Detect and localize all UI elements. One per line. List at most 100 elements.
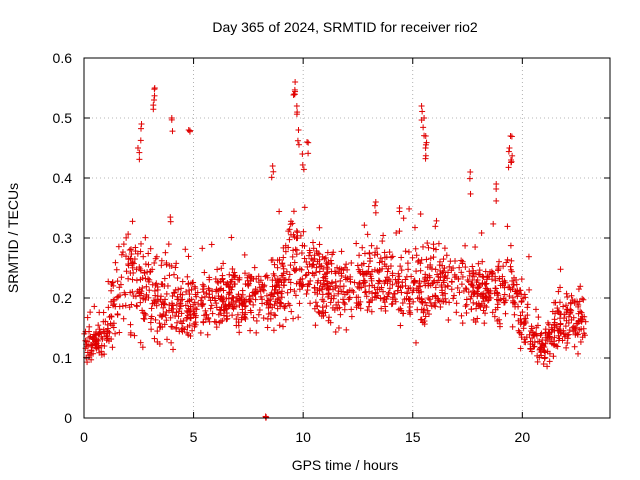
data-point (239, 287, 246, 294)
data-point (200, 289, 207, 296)
data-point (193, 293, 200, 300)
data-point (220, 298, 227, 305)
data-point (264, 315, 271, 322)
data-point (267, 301, 274, 308)
data-point (421, 278, 428, 285)
data-point (152, 292, 159, 299)
data-point (409, 289, 416, 296)
data-point (532, 306, 539, 313)
data-point (296, 300, 303, 307)
data-point (364, 231, 371, 238)
data-point (122, 253, 129, 260)
data-point (336, 265, 343, 272)
data-point (502, 310, 509, 317)
data-point (398, 254, 405, 261)
data-point (522, 319, 529, 326)
data-point (488, 276, 495, 283)
data-point (183, 288, 190, 295)
data-point (435, 240, 442, 247)
data-point (554, 343, 561, 350)
data-point (399, 300, 406, 307)
data-point (197, 329, 204, 336)
data-point (399, 310, 406, 317)
data-point (505, 148, 512, 155)
data-point (246, 297, 253, 304)
data-point (406, 295, 413, 302)
data-point (169, 323, 176, 330)
data-point (444, 275, 451, 282)
data-point (507, 263, 514, 270)
data-point (187, 315, 194, 322)
data-point (368, 308, 375, 315)
data-point (329, 251, 336, 258)
data-point (385, 289, 392, 296)
data-point (580, 296, 587, 303)
data-point (319, 291, 326, 298)
data-point (259, 296, 266, 303)
data-point (374, 267, 381, 274)
data-point (276, 322, 283, 329)
data-point (236, 329, 243, 336)
data-point (448, 278, 455, 285)
data-point (388, 254, 395, 261)
data-point (302, 272, 309, 279)
y-axis-label: SRMTID / TECUs (5, 183, 21, 293)
data-point (151, 335, 158, 342)
data-point (147, 319, 154, 326)
data-point (446, 299, 453, 306)
data-point (506, 293, 513, 300)
data-point (276, 284, 283, 291)
data-point (530, 343, 537, 350)
data-point (201, 269, 208, 276)
data-point (384, 293, 391, 300)
data-point (156, 341, 163, 348)
data-point (379, 258, 386, 265)
data-point (231, 272, 238, 279)
data-point (517, 312, 524, 319)
data-point (468, 293, 475, 300)
data-point (139, 284, 146, 291)
data-point (242, 281, 249, 288)
data-point (206, 294, 213, 301)
data-point (414, 258, 421, 265)
data-point (424, 277, 431, 284)
data-point (292, 246, 299, 253)
data-point (348, 313, 355, 320)
data-point (515, 303, 522, 310)
data-point (183, 315, 190, 322)
data-point (430, 254, 437, 261)
data-point (371, 202, 378, 209)
data-point (114, 278, 121, 285)
data-point (173, 301, 180, 308)
data-point (555, 288, 562, 295)
data-point (167, 314, 174, 321)
data-point (340, 296, 347, 303)
data-point (108, 287, 115, 294)
data-point (371, 293, 378, 300)
data-point (356, 280, 363, 287)
data-point (564, 339, 571, 346)
data-point (436, 258, 443, 265)
data-point (174, 275, 181, 282)
data-point (523, 334, 530, 341)
data-point (278, 300, 285, 307)
data-point (142, 275, 149, 282)
data-point (435, 297, 442, 304)
data-point (491, 313, 498, 320)
data-point (534, 358, 541, 365)
data-point (226, 303, 233, 310)
data-point (432, 266, 439, 273)
data-point (340, 283, 347, 290)
data-point (315, 308, 322, 315)
data-point (480, 307, 487, 314)
data-point (213, 324, 220, 331)
data-point (578, 309, 585, 316)
data-point (199, 301, 206, 308)
data-point (154, 328, 161, 335)
data-point (145, 250, 152, 257)
data-point (516, 329, 523, 336)
data-point (475, 281, 482, 288)
data-point (505, 164, 512, 171)
data-point (198, 294, 205, 301)
data-point (466, 175, 473, 182)
